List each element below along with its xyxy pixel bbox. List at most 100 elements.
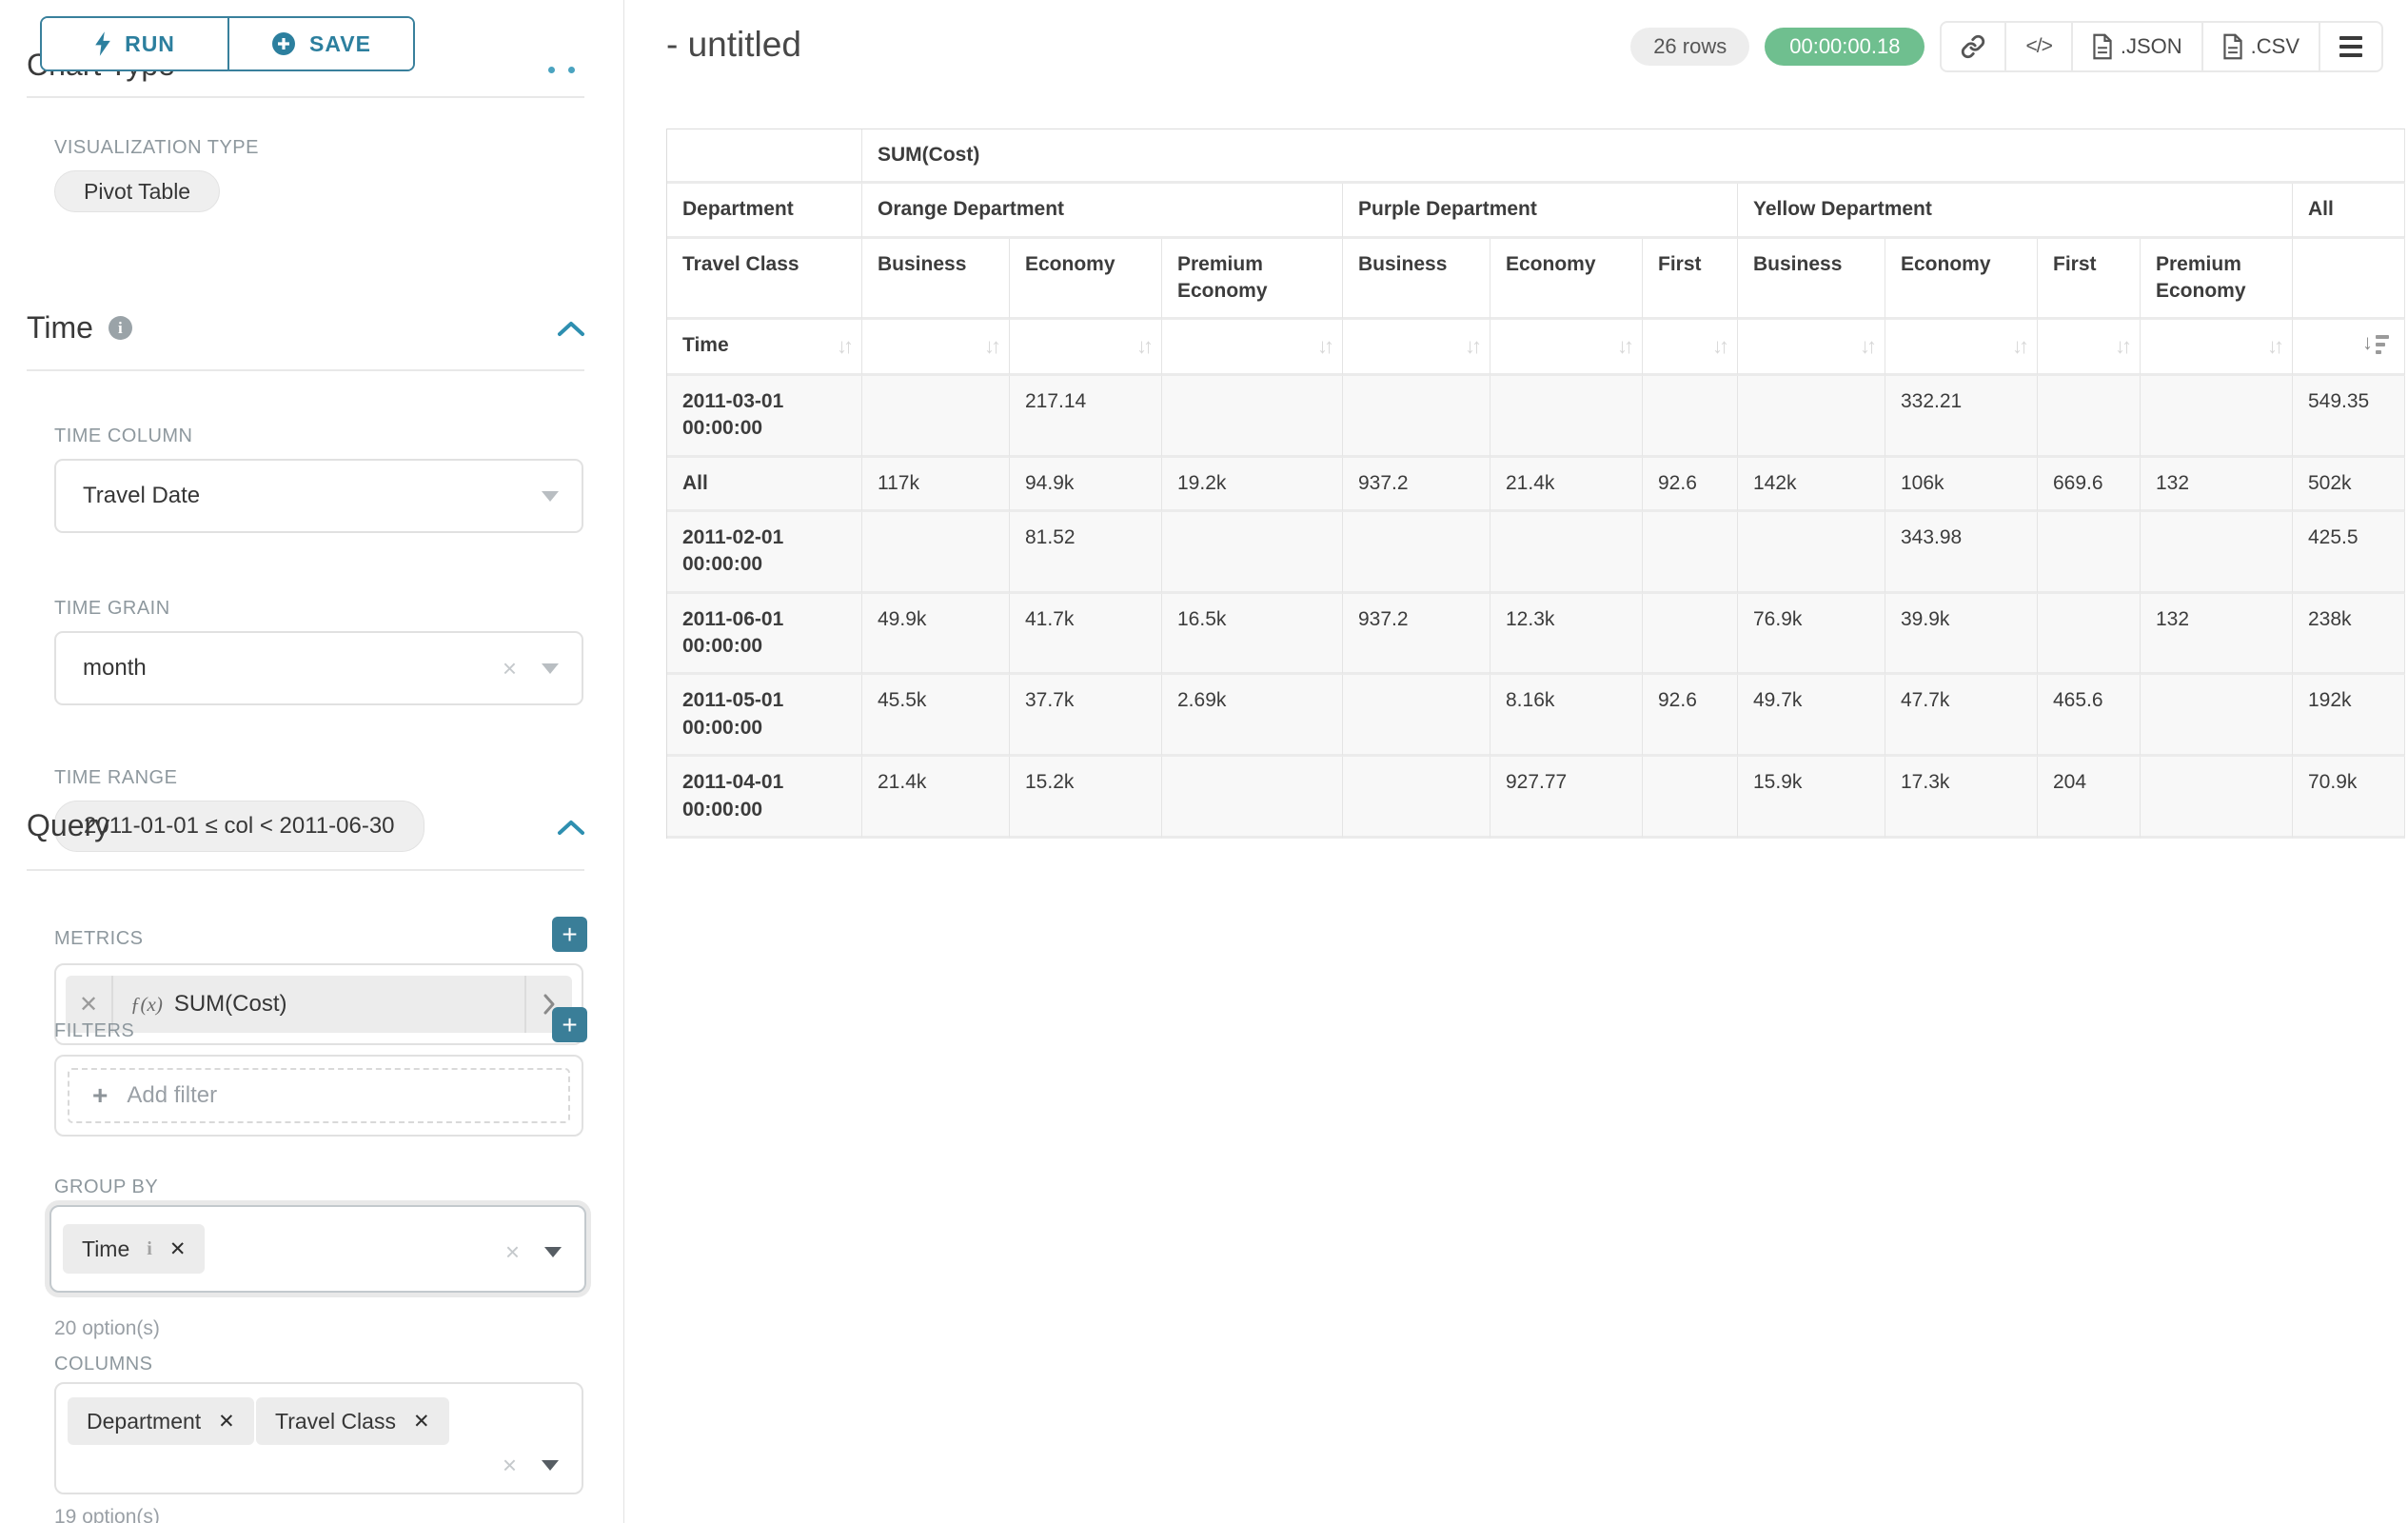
- time-sort-header[interactable]: ↓↑ Time: [667, 320, 862, 377]
- add-filter-button[interactable]: + Add filter: [68, 1068, 570, 1123]
- remove-metric-icon[interactable]: ✕: [66, 976, 113, 1033]
- value-cell: [2141, 376, 2293, 458]
- group-by-tag-label: Time: [82, 1236, 130, 1261]
- add-filter-plus-button[interactable]: +: [552, 1007, 587, 1042]
- travel-class-header: [2293, 238, 2405, 321]
- add-metric-button[interactable]: +: [552, 917, 587, 952]
- value-cell: 16.5k: [1162, 593, 1343, 676]
- group-by-select[interactable]: Time i ✕ ×: [49, 1205, 586, 1293]
- value-cell: 204: [2038, 757, 2141, 839]
- columns-select[interactable]: Department ✕ Travel Class ✕ ×: [54, 1382, 583, 1494]
- visualization-type-pill[interactable]: Pivot Table: [54, 170, 221, 212]
- copy-link-button[interactable]: [1942, 23, 2004, 70]
- clear-icon[interactable]: ×: [502, 1451, 517, 1479]
- value-cell: 238k: [2293, 593, 2405, 676]
- columns-tag[interactable]: Department ✕: [68, 1397, 254, 1445]
- sort-header[interactable]: ↓↑: [1490, 320, 1643, 377]
- sort-header[interactable]: ↓↑: [1343, 320, 1490, 377]
- sort-descending-icon[interactable]: ↓: [2362, 332, 2389, 355]
- save-button-label: SAVE: [309, 30, 371, 56]
- collapse-query-section-icon[interactable]: [557, 819, 585, 836]
- lightning-icon: [95, 31, 110, 56]
- sort-icon[interactable]: ↓↑: [1317, 334, 1334, 359]
- value-cell: [1643, 593, 1738, 676]
- metric-pill[interactable]: ✕ ƒ(x) SUM(Cost): [66, 976, 572, 1033]
- column-info-icon[interactable]: i: [147, 1237, 152, 1259]
- sort-header[interactable]: ↓↑: [1738, 320, 1885, 377]
- value-cell: [1343, 376, 1490, 458]
- sort-header[interactable]: ↓↑: [1162, 320, 1343, 377]
- value-cell: [1490, 376, 1643, 458]
- remove-tag-icon[interactable]: ✕: [218, 1410, 235, 1433]
- value-cell: 76.9k: [1738, 593, 1885, 676]
- sort-header[interactable]: ↓↑: [1885, 320, 2038, 377]
- collapse-time-section-icon[interactable]: [557, 320, 585, 337]
- table-row: 2011-02-01 00:00:00 81.52 343.98 425.5: [667, 512, 2405, 594]
- sort-icon[interactable]: ↓↑: [1136, 334, 1154, 359]
- time-grain-select[interactable]: month ×: [54, 631, 583, 705]
- sort-icon[interactable]: ↓↑: [1465, 334, 1482, 359]
- save-button[interactable]: SAVE: [227, 18, 413, 69]
- run-button[interactable]: RUN: [42, 18, 227, 69]
- clear-icon[interactable]: ×: [504, 1237, 520, 1266]
- value-cell: [1490, 512, 1643, 594]
- sort-icon[interactable]: ↓↑: [1712, 334, 1729, 359]
- value-cell: [2141, 512, 2293, 594]
- chevron-down-icon[interactable]: [542, 663, 559, 674]
- sort-icon[interactable]: ↓↑: [984, 334, 1001, 359]
- columns-tag[interactable]: Travel Class ✕: [256, 1397, 449, 1445]
- chevron-down-icon[interactable]: [542, 1459, 559, 1471]
- value-cell: 12.3k: [1490, 593, 1643, 676]
- value-cell: 142k: [1738, 457, 1885, 513]
- chevron-down-icon[interactable]: [544, 1246, 562, 1257]
- sort-header[interactable]: ↓↑: [862, 320, 1010, 377]
- table-row: All 117k 94.9k 19.2k 937.2 21.4k 92.6 142k 106k 6…: [667, 457, 2405, 513]
- value-cell: 937.2: [1343, 457, 1490, 513]
- value-cell: 332.21: [1885, 376, 2038, 458]
- time-range-value: 2011-01-01 ≤ col < 2011-06-30: [84, 813, 395, 839]
- columns-tag-label: Travel Class: [275, 1408, 396, 1434]
- value-cell: [1343, 512, 1490, 594]
- sort-icon[interactable]: ↓↑: [1860, 334, 1877, 359]
- sort-header[interactable]: ↓: [2293, 320, 2405, 377]
- sort-header[interactable]: ↓↑: [1643, 320, 1738, 377]
- sort-icon[interactable]: ↓↑: [837, 334, 854, 359]
- query-duration-badge: 00:00:00.18: [1765, 28, 1925, 66]
- sort-icon[interactable]: ↓↑: [2012, 334, 2029, 359]
- time-column-select[interactable]: Travel Date: [54, 459, 583, 533]
- group-by-tag[interactable]: Time i ✕: [63, 1224, 206, 1274]
- expand-metric-icon[interactable]: [524, 976, 572, 1033]
- chart-title[interactable]: - untitled: [666, 25, 801, 64]
- time-range-pill[interactable]: 2011-01-01 ≤ col < 2011-06-30: [54, 801, 424, 852]
- sort-icon[interactable]: ↓↑: [2115, 334, 2132, 359]
- embed-code-button[interactable]: </>: [2004, 23, 2070, 70]
- value-cell: 343.98: [1885, 512, 2038, 594]
- value-cell: 502k: [2293, 457, 2405, 513]
- value-cell: 465.6: [2038, 675, 2141, 758]
- travel-class-header: Premium Economy: [1162, 238, 1343, 321]
- export-json-button[interactable]: .JSON: [2070, 23, 2201, 70]
- value-cell: [1738, 376, 1885, 458]
- class-row-label: Travel Class: [667, 238, 862, 321]
- more-options-button[interactable]: [2319, 23, 2381, 70]
- info-icon[interactable]: i: [108, 316, 132, 340]
- sort-header[interactable]: ↓↑: [2038, 320, 2141, 377]
- value-cell: 117k: [862, 457, 1010, 513]
- value-cell: 106k: [1885, 457, 2038, 513]
- export-button-group: </> .JSON .CSV: [1940, 21, 2383, 72]
- row-label-cell: 2011-06-01 00:00:00: [667, 593, 862, 676]
- sort-header[interactable]: ↓↑: [1010, 320, 1162, 377]
- metrics-box: ✕ ƒ(x) SUM(Cost): [54, 963, 583, 1045]
- clear-icon[interactable]: ×: [502, 654, 517, 682]
- sort-icon[interactable]: ↓↑: [1617, 334, 1634, 359]
- chevron-down-icon[interactable]: [542, 490, 559, 502]
- sort-header[interactable]: ↓↑: [2141, 320, 2293, 377]
- panel-resize-handle[interactable]: [548, 67, 575, 73]
- remove-tag-icon[interactable]: ✕: [168, 1237, 187, 1260]
- sort-icon[interactable]: ↓↑: [2267, 334, 2284, 359]
- export-csv-button[interactable]: .CSV: [2201, 23, 2319, 70]
- time-grain-label: TIME GRAIN: [54, 598, 170, 619]
- value-cell: [1162, 757, 1343, 839]
- remove-tag-icon[interactable]: ✕: [412, 1410, 430, 1433]
- fx-icon: ƒ(x): [130, 992, 163, 1016]
